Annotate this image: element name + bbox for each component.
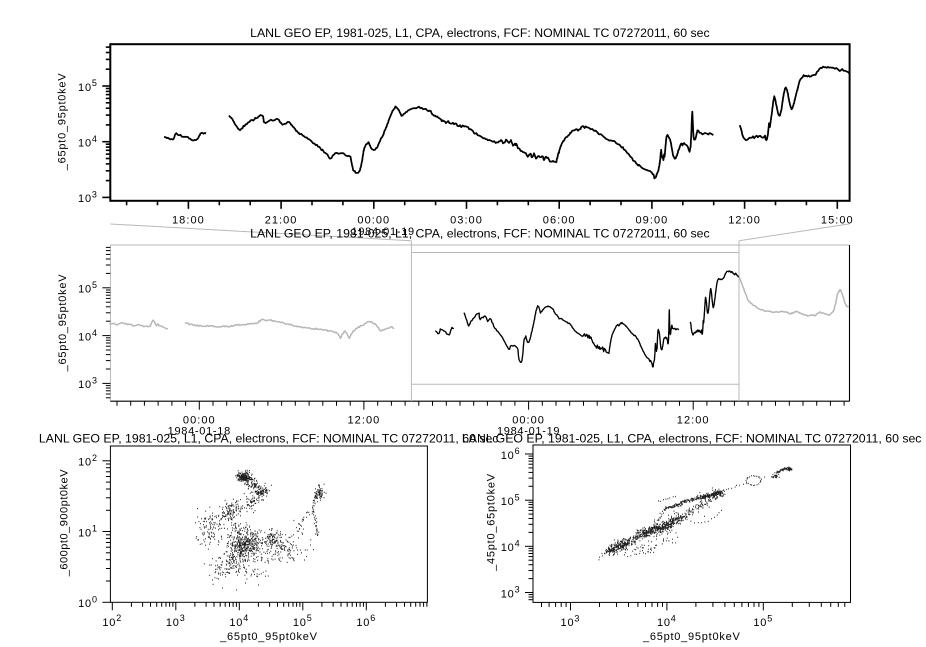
svg-text:06:00: 06:00	[543, 214, 576, 226]
svg-text:1984-01-19: 1984-01-19	[497, 426, 560, 438]
svg-text:_600pt0_900pt0keV: _600pt0_900pt0keV	[59, 469, 71, 577]
svg-text:21:00: 21:00	[265, 214, 298, 226]
svg-text:15:00: 15:00	[821, 214, 854, 226]
svg-text:LANL GEO EP, 1981-025, L1, CPA: LANL GEO EP, 1981-025, L1, CPA, electron…	[250, 227, 710, 241]
svg-text:1984-01-18: 1984-01-18	[168, 426, 231, 438]
svg-text:12:00: 12:00	[728, 214, 761, 226]
svg-text:12:00: 12:00	[348, 415, 381, 427]
svg-text:18:00: 18:00	[172, 214, 205, 226]
svg-text:00:00: 00:00	[357, 214, 390, 226]
svg-text:LANL GEO EP, 1981-025, L1, CPA: LANL GEO EP, 1981-025, L1, CPA, electron…	[250, 26, 710, 40]
svg-text:_65pt0_95pt0keV: _65pt0_95pt0keV	[219, 631, 318, 643]
svg-text:_45pt0_65pt0keV: _45pt0_65pt0keV	[485, 473, 497, 572]
svg-text:03:00: 03:00	[450, 214, 483, 226]
svg-text:00:00: 00:00	[512, 415, 545, 427]
svg-text:12:00: 12:00	[677, 415, 710, 427]
svg-text:1984-01-19: 1984-01-19	[352, 226, 415, 238]
svg-text:09:00: 09:00	[636, 214, 669, 226]
svg-text:00:00: 00:00	[183, 415, 216, 427]
svg-text:_65pt0_95pt0keV: _65pt0_95pt0keV	[57, 274, 69, 373]
svg-text:_65pt0_95pt0keV: _65pt0_95pt0keV	[57, 73, 69, 172]
svg-text:_65pt0_95pt0keV: _65pt0_95pt0keV	[642, 631, 741, 643]
svg-text:LANL GEO EP, 1981-025, L1, CPA: LANL GEO EP, 1981-025, L1, CPA, electron…	[462, 432, 922, 446]
svg-text:LANL GEO EP, 1981-025, L1, CPA: LANL GEO EP, 1981-025, L1, CPA, electron…	[39, 432, 499, 446]
